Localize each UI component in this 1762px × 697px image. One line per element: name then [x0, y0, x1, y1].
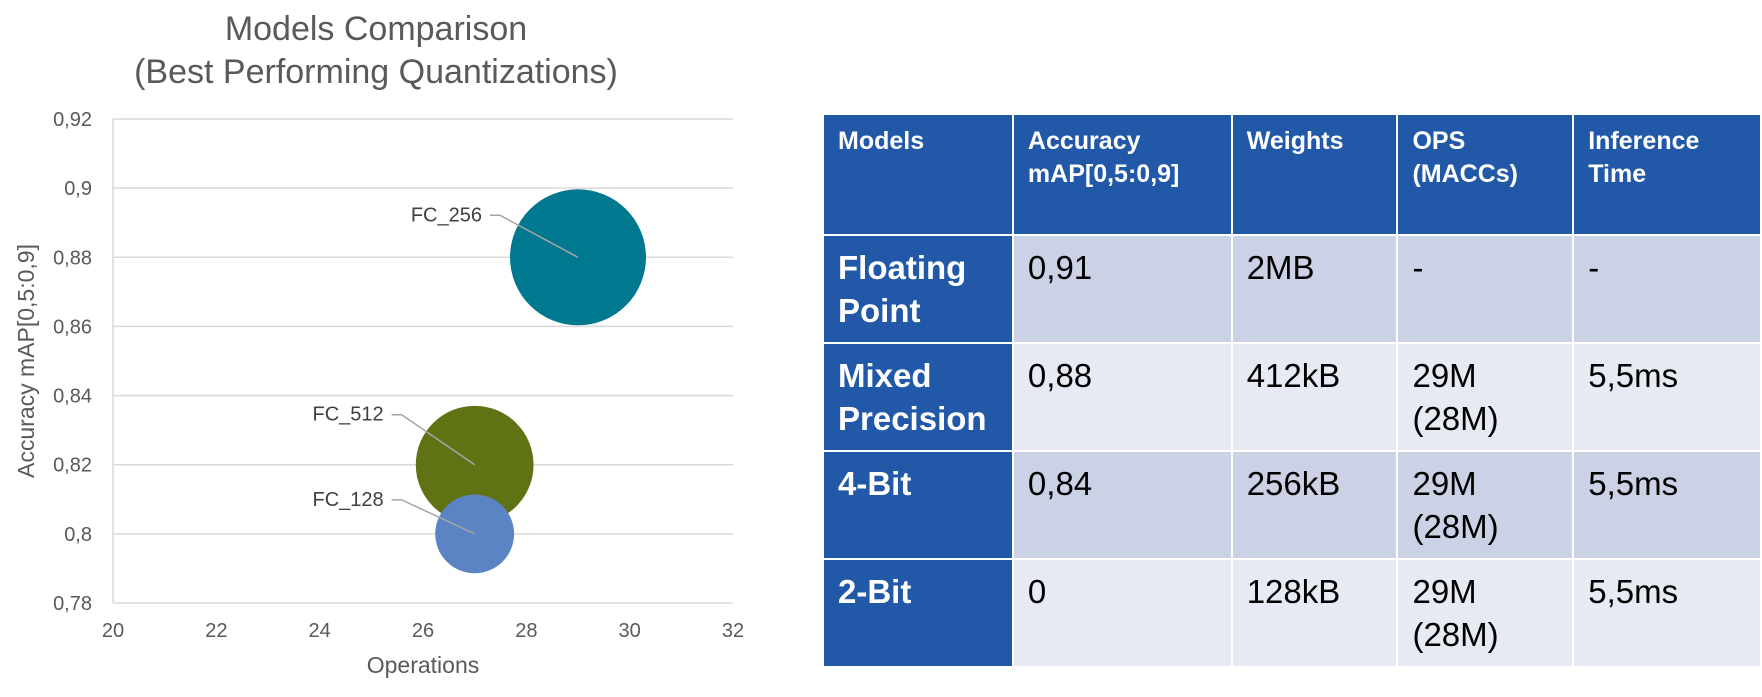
x-tick-label: 32: [722, 620, 744, 642]
header-models: Models: [822, 113, 1014, 236]
table-row: 4-Bit 0,84 256kB 29M (28M) 5,5ms: [822, 450, 1762, 560]
row-label: 4-Bit: [822, 450, 1014, 560]
y-axis-label: Accuracy mAP[0,5:0,9]: [13, 244, 39, 478]
table-cell: 29M (28M): [1396, 342, 1575, 452]
y-tick-label: 0,82: [53, 455, 92, 477]
chart-title-line-2: (Best Performing Quantizations): [134, 53, 618, 91]
y-tick-label: 0,92: [53, 109, 92, 131]
bubble-chart: Models Comparison (Best Performing Quant…: [13, 10, 744, 678]
models-table: Models Accuracy mAP[0,5:0,9] Weights OPS…: [822, 113, 1762, 668]
chart-title-line-1: Models Comparison: [225, 10, 527, 48]
table-cell: 5,5ms: [1572, 558, 1762, 668]
row-label: 2-Bit: [822, 558, 1014, 668]
row-label: Floating Point: [822, 234, 1014, 344]
header-accuracy: Accuracy mAP[0,5:0,9]: [1011, 113, 1233, 236]
table-cell: 0,88: [1011, 342, 1233, 452]
leader-line: [391, 413, 476, 466]
x-tick-label: 22: [205, 620, 227, 642]
table-cell: 29M (28M): [1396, 450, 1575, 560]
table-cell: 128kB: [1230, 558, 1399, 668]
chart-bubbles: FC_256 FC_512 FC_128: [313, 189, 646, 574]
x-tick-label: 26: [412, 620, 434, 642]
table-cell: 5,5ms: [1572, 450, 1762, 560]
bubble-label: FC_512: [313, 404, 384, 426]
table-cell: -: [1396, 234, 1575, 344]
x-tick-label: 28: [515, 620, 537, 642]
table-header-row: Models Accuracy mAP[0,5:0,9] Weights OPS…: [822, 113, 1762, 236]
x-tick-label: 24: [309, 620, 331, 642]
y-tick-label: 0,84: [53, 386, 92, 408]
bubble-label: FC_128: [313, 489, 384, 511]
table-cell: -: [1572, 234, 1762, 344]
table-row: 2-Bit 0 128kB 29M (28M) 5,5ms: [822, 558, 1762, 668]
x-tick-label: 30: [619, 620, 641, 642]
x-tick-label: 20: [102, 620, 124, 642]
header-weights: Weights: [1230, 113, 1399, 236]
header-inference-time: Inference Time: [1572, 113, 1762, 236]
bubble-label: FC_256: [411, 204, 482, 226]
table-cell: 412kB: [1230, 342, 1399, 452]
y-tick-label: 0,8: [64, 524, 92, 546]
table-cell: 256kB: [1230, 450, 1399, 560]
table-cell: 2MB: [1230, 234, 1399, 344]
y-tick-label: 0,86: [53, 316, 92, 338]
y-tick-label: 0,78: [53, 593, 92, 615]
row-label: Mixed Precision: [822, 342, 1014, 452]
table-cell: 0,84: [1011, 450, 1233, 560]
table-cell: 0: [1011, 558, 1233, 668]
leader-line: [391, 499, 475, 535]
x-axis-label: Operations: [367, 652, 480, 678]
y-tick-labels: 0,78 0,8 0,82 0,84 0,86 0,88 0,9 0,92: [53, 109, 92, 615]
table-cell: 29M (28M): [1396, 558, 1575, 668]
header-ops: OPS (MACCs): [1396, 113, 1575, 236]
table-cell: 0,91: [1011, 234, 1233, 344]
chart-gridlines: [112, 118, 733, 604]
table-row: Floating Point 0,91 2MB - -: [822, 234, 1762, 344]
y-tick-label: 0,88: [53, 247, 92, 269]
y-tick-label: 0,9: [64, 178, 92, 200]
table-cell: 5,5ms: [1572, 342, 1762, 452]
leader-line: [490, 214, 579, 258]
table-row: Mixed Precision 0,88 412kB 29M (28M) 5,5…: [822, 342, 1762, 452]
x-tick-labels: 20 22 24 26 28 30 32: [102, 620, 744, 642]
